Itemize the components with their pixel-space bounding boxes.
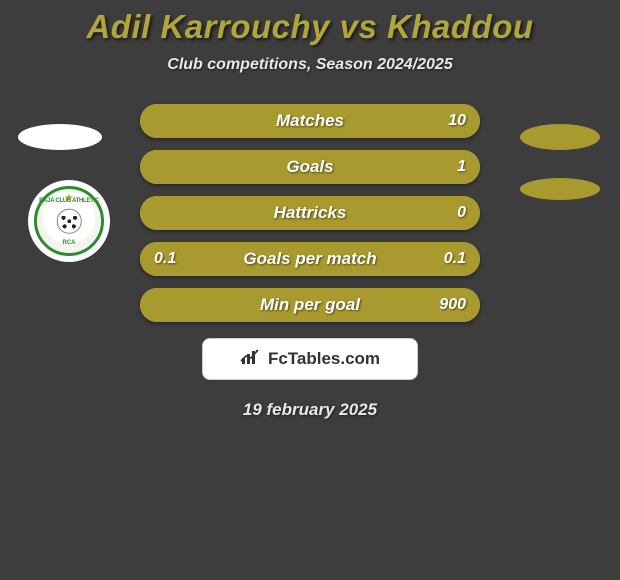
soccer-ball-icon [57,209,82,234]
stat-bar-right-value: 900 [439,288,466,322]
stat-bar-label: Min per goal [140,288,480,322]
club-badge-left: ★ RAJA CLUB ATHLETIC RCA [28,180,110,262]
club-badge-text-bottom: RCA [37,240,102,246]
player-left-placeholder-ellipse [18,124,102,150]
stat-bar-right-value: 10 [448,104,466,138]
stat-bar-label: Goals per match [140,242,480,276]
fctables-logo-box: FcTables.com [202,338,418,380]
stat-bar-right-value: 1 [457,150,466,184]
fctables-logo-text: FcTables.com [268,349,380,369]
stat-bar: Hattricks0 [140,196,480,230]
stat-bar: Goals per match0.1 0.1 [140,242,480,276]
player-right-placeholder-ellipse-1 [520,124,600,150]
stat-bars: Matches10Goals1Hattricks0Goals per match… [140,104,480,322]
subtitle: Club competitions, Season 2024/2025 [0,56,620,74]
page-title: Adil Karrouchy vs Khaddou [0,0,620,46]
bar-chart-icon [240,348,262,371]
stat-bar: Min per goal900 [140,288,480,322]
club-badge-inner: ★ RAJA CLUB ATHLETIC RCA [34,186,105,257]
stat-bar-right-value: 0.1 [444,242,466,276]
club-badge-text-top: RAJA CLUB ATHLETIC [37,198,102,204]
stat-bar-left-value: 0.1 [154,242,176,276]
stat-bar: Matches10 [140,104,480,138]
stat-bar-label: Hattricks [140,196,480,230]
stat-bar-label: Matches [140,104,480,138]
player-right-placeholder-ellipse-2 [520,178,600,200]
date-text: 19 february 2025 [0,400,620,420]
content-root: Adil Karrouchy vs Khaddou Club competiti… [0,0,620,420]
stat-bar-label: Goals [140,150,480,184]
stat-bar: Goals1 [140,150,480,184]
stat-bar-right-value: 0 [457,196,466,230]
